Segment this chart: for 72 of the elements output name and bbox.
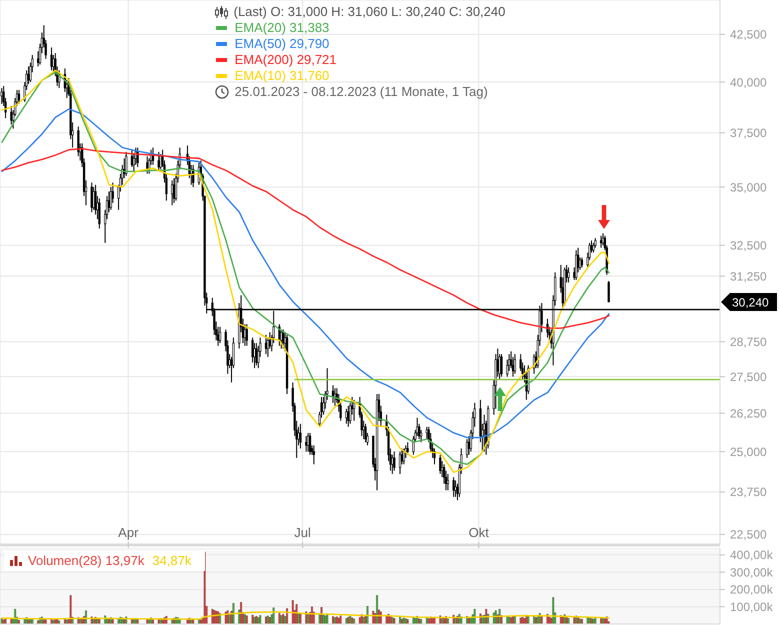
text: 25.01.2023 - 08.12.2023 (11 Monate, 1 Tag) — [234, 84, 488, 100]
legend-label: EMA(50) 29,790 — [234, 36, 330, 52]
candlestick — [347, 405, 350, 428]
candlestick — [10, 106, 12, 125]
y-tick-label: 32,500 — [730, 238, 768, 253]
candlestick — [406, 442, 409, 456]
candlestick — [580, 257, 584, 268]
candlestick — [402, 448, 405, 465]
candlestick — [264, 334, 268, 355]
y-tick-label: 27,500 — [730, 370, 768, 384]
candlestick — [0, 87, 3, 104]
y-tick-label: 200,00k — [730, 582, 774, 597]
candlestick — [567, 266, 570, 283]
candlestick — [136, 147, 139, 168]
candlestick — [592, 242, 595, 254]
candlestick — [90, 182, 93, 213]
line-series — [1, 611, 610, 620]
candlestick — [94, 184, 97, 215]
candlestick — [439, 454, 442, 474]
line-series — [1, 108, 610, 438]
text: Volumen(28) 13,97k — [28, 553, 144, 569]
candlestick — [50, 46, 53, 71]
legend-label: EMA(200) 29,721 — [234, 52, 337, 68]
chart-title: (Last) O: 31,000 H: 31,060 L: 30,240 C: 30,240 — [234, 4, 506, 20]
candlestick — [364, 423, 367, 443]
legend-label: EMA(20) 31,383 — [234, 20, 330, 36]
y-tick-label: 31,250 — [730, 269, 768, 284]
candlestick — [416, 417, 418, 437]
candlestick — [393, 451, 396, 472]
candlestick — [594, 238, 596, 248]
candlestick — [500, 354, 503, 378]
y-tick-label: 35,000 — [730, 180, 768, 194]
candlestick — [282, 329, 284, 350]
candlestick — [308, 432, 312, 456]
candlestick — [125, 151, 128, 176]
y-tick-label: 400,00k — [730, 548, 774, 562]
y-tick-label: 300,00k — [730, 565, 774, 580]
y-tick-label: 28,750 — [730, 334, 768, 349]
candlestick — [398, 451, 402, 474]
candlestick — [446, 473, 449, 491]
legend-label: EMA(10) 31,760 — [234, 68, 330, 84]
candlestick — [426, 426, 428, 440]
candlestick — [454, 480, 457, 498]
text: 34,87k — [152, 553, 192, 569]
y-tick-label: 22,500 — [730, 528, 768, 542]
candlestick — [18, 89, 20, 104]
candlestick — [158, 151, 160, 172]
y-tick-label: 37,500 — [730, 126, 768, 140]
candlestick — [171, 180, 174, 206]
x-tick-label: Jul — [294, 525, 311, 540]
y-tick-label: 40,000 — [730, 75, 768, 90]
candlestick — [246, 324, 248, 346]
candlestick — [600, 235, 602, 248]
candlestick — [575, 250, 578, 280]
candlestick — [307, 432, 310, 452]
candlestick — [305, 436, 308, 452]
candlestick — [92, 186, 95, 210]
candlestick — [608, 280, 610, 302]
candlestick — [98, 198, 100, 230]
candlestick — [77, 126, 80, 157]
candlestick — [514, 354, 516, 374]
y-tick-label: 25,000 — [730, 444, 768, 459]
x-tick-label: Apr — [118, 525, 140, 540]
candlestick — [299, 423, 302, 449]
candlestick — [172, 178, 176, 204]
x-tick-label: Okt — [468, 525, 490, 540]
y-tick-label: 26,250 — [730, 406, 768, 420]
y-tick-label: 42,500 — [730, 28, 768, 42]
candlestick — [452, 476, 455, 498]
text: 30,240 — [732, 295, 770, 310]
y-tick-label: 100,00k — [730, 600, 774, 614]
y-tick-label: 23,750 — [730, 485, 768, 500]
